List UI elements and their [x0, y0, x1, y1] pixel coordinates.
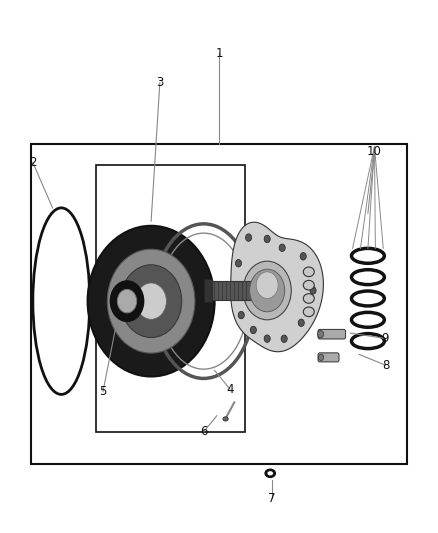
- FancyBboxPatch shape: [318, 329, 346, 339]
- Circle shape: [310, 287, 316, 294]
- Ellipse shape: [107, 249, 195, 353]
- Ellipse shape: [265, 470, 275, 477]
- Ellipse shape: [303, 267, 314, 277]
- Circle shape: [264, 235, 270, 243]
- Text: 1: 1: [215, 47, 223, 60]
- Circle shape: [234, 287, 240, 294]
- Ellipse shape: [303, 307, 314, 317]
- Circle shape: [117, 289, 137, 313]
- Circle shape: [235, 260, 241, 267]
- Circle shape: [318, 354, 324, 360]
- Circle shape: [238, 311, 244, 319]
- Circle shape: [250, 269, 285, 312]
- Text: 4: 4: [226, 383, 234, 395]
- Bar: [31, 144, 407, 464]
- Circle shape: [279, 244, 285, 252]
- Bar: [204, 279, 212, 302]
- Ellipse shape: [223, 417, 228, 421]
- Polygon shape: [231, 222, 323, 352]
- Circle shape: [281, 335, 287, 343]
- Circle shape: [110, 281, 144, 321]
- Ellipse shape: [136, 283, 166, 319]
- Ellipse shape: [88, 226, 215, 376]
- Ellipse shape: [120, 265, 182, 337]
- Text: 7: 7: [268, 492, 276, 505]
- Circle shape: [300, 253, 306, 260]
- Text: 5: 5: [99, 385, 106, 398]
- Ellipse shape: [303, 294, 314, 303]
- Circle shape: [243, 261, 291, 320]
- Text: 3: 3: [156, 76, 163, 89]
- Circle shape: [256, 272, 278, 298]
- Text: 9: 9: [381, 332, 389, 345]
- Ellipse shape: [303, 280, 314, 290]
- FancyBboxPatch shape: [318, 353, 339, 362]
- Circle shape: [264, 335, 270, 342]
- Circle shape: [298, 319, 304, 327]
- Text: 2: 2: [29, 156, 37, 169]
- Circle shape: [318, 330, 324, 338]
- Ellipse shape: [267, 471, 273, 475]
- Text: 10: 10: [367, 146, 382, 158]
- Text: 8: 8: [382, 359, 389, 372]
- Bar: [96, 165, 245, 432]
- Circle shape: [246, 234, 252, 241]
- Circle shape: [250, 326, 256, 334]
- Text: 6: 6: [200, 425, 208, 438]
- Bar: [206, 281, 252, 300]
